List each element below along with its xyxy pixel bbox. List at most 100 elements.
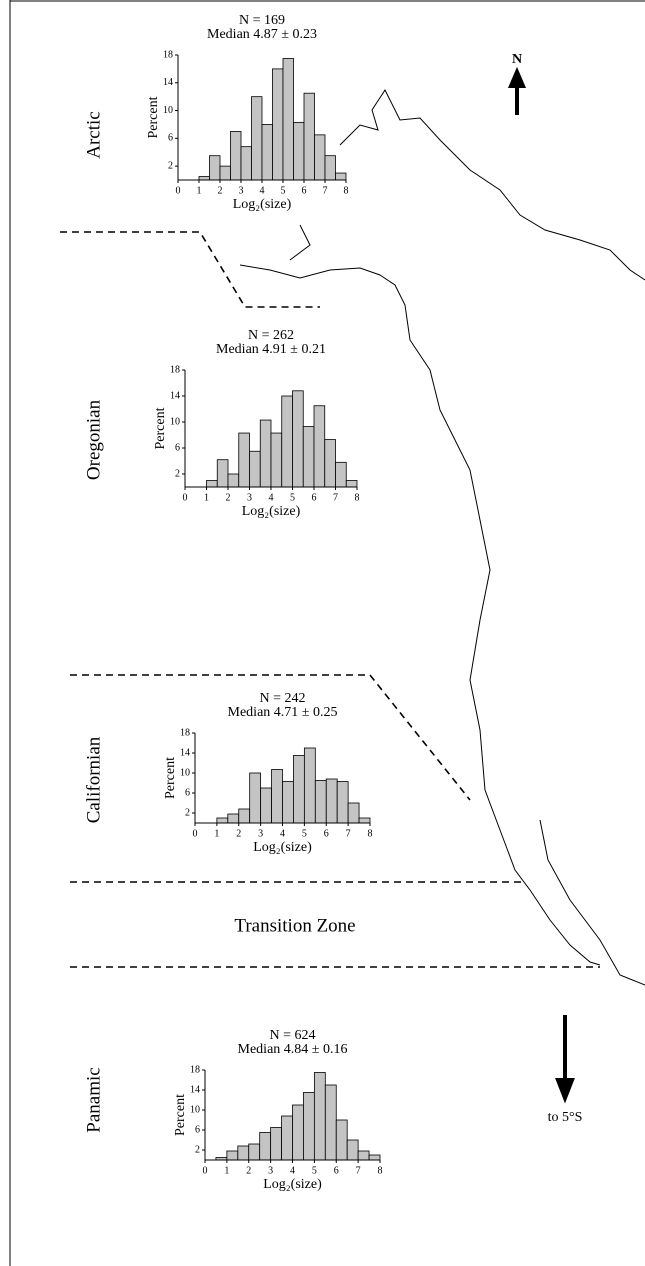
bar: [358, 817, 371, 824]
bar: [238, 808, 251, 824]
x-tick-label: 4: [280, 828, 285, 839]
south-note: to 5°S: [548, 1110, 583, 1125]
bar: [313, 1072, 326, 1161]
bar: [238, 432, 250, 488]
bar: [249, 772, 262, 824]
x-tick-label: 8: [344, 185, 349, 196]
y-tick-label: 18: [163, 49, 173, 60]
y-tick-label: 2: [168, 160, 173, 171]
y-tick-label: 10: [170, 416, 180, 427]
bar: [281, 1115, 293, 1161]
bar: [230, 130, 242, 181]
x-axis-label: Log₂(size): [233, 197, 292, 212]
bar: [314, 780, 327, 824]
x-axis-label: Log₂(size): [242, 504, 301, 519]
bar: [216, 817, 229, 824]
bar: [324, 439, 336, 488]
bar: [251, 96, 263, 181]
bar: [313, 405, 326, 488]
bar: [281, 395, 293, 488]
bar: [335, 1119, 348, 1161]
bar: [345, 480, 358, 488]
x-tick-label: 1: [224, 1165, 229, 1176]
bar: [240, 146, 252, 181]
bar: [303, 747, 316, 824]
x-tick-label: 3: [268, 1165, 273, 1176]
bar: [293, 755, 305, 824]
bar: [335, 461, 347, 488]
y-tick-label: 14: [163, 77, 173, 88]
x-tick-label: 7: [323, 185, 328, 196]
bar: [368, 1154, 381, 1161]
y-axis-label: Percent: [146, 96, 161, 138]
x-tick-label: 0: [176, 185, 181, 196]
zone-boundary: [60, 231, 320, 308]
bar: [336, 781, 349, 824]
y-tick-label: 14: [170, 390, 180, 401]
x-tick-label: 6: [312, 492, 317, 503]
x-tick-label: 7: [346, 828, 351, 839]
y-tick-label: 14: [190, 1084, 200, 1095]
x-tick-label: 8: [355, 492, 360, 503]
y-tick-label: 6: [175, 442, 180, 453]
y-tick-label: 2: [175, 468, 180, 479]
x-axis-label: Log₂(size): [253, 840, 312, 855]
x-tick-label: 4: [260, 185, 265, 196]
chart-subtitle: Median 4.91 ± 0.21: [216, 342, 326, 357]
transition-label: Transition Zone: [234, 915, 355, 936]
bar: [302, 426, 315, 488]
region-label: Californian: [83, 736, 104, 823]
bar: [259, 1132, 272, 1161]
x-tick-label: 1: [204, 492, 209, 503]
x-tick-label: 3: [239, 185, 244, 196]
x-tick-label: 6: [334, 1165, 339, 1176]
bar: [303, 1092, 315, 1161]
chart-subtitle: Median 4.84 ± 0.16: [238, 1042, 348, 1057]
x-tick-label: 4: [269, 492, 274, 503]
x-tick-label: 2: [218, 185, 223, 196]
y-tick-label: 2: [195, 1144, 200, 1155]
bar: [272, 68, 284, 181]
bar: [216, 459, 229, 488]
bar: [325, 778, 338, 824]
chart-title: N = 169: [239, 13, 285, 28]
chart-title: N = 242: [259, 691, 305, 706]
bar: [324, 1084, 337, 1161]
y-tick-label: 10: [180, 767, 190, 778]
bar: [261, 124, 273, 181]
bar: [335, 172, 347, 181]
x-tick-label: 5: [312, 1165, 317, 1176]
x-tick-label: 8: [378, 1165, 383, 1176]
bar: [271, 769, 283, 824]
y-tick-label: 10: [190, 1104, 200, 1115]
bar: [198, 176, 210, 181]
bar: [292, 1104, 304, 1161]
chart-subtitle: Median 4.71 ± 0.25: [228, 705, 338, 720]
x-tick-label: 2: [246, 1165, 251, 1176]
bar: [357, 1150, 370, 1161]
x-tick-label: 0: [193, 828, 198, 839]
y-tick-label: 10: [163, 105, 173, 116]
x-tick-label: 7: [333, 492, 338, 503]
bar: [227, 473, 240, 488]
bar: [282, 58, 294, 181]
x-tick-label: 6: [324, 828, 329, 839]
bar: [303, 92, 315, 181]
y-tick-label: 14: [180, 747, 190, 758]
y-tick-label: 18: [190, 1064, 200, 1075]
bar: [314, 134, 326, 181]
y-tick-label: 18: [170, 364, 180, 375]
x-tick-label: 1: [197, 185, 202, 196]
x-tick-label: 0: [183, 492, 188, 503]
y-tick-label: 6: [168, 133, 173, 144]
bar: [270, 432, 283, 488]
chart-subtitle: Median 4.87 ± 0.23: [207, 27, 317, 42]
chart-title: N = 624: [269, 1028, 315, 1043]
region-label: Panamic: [83, 1067, 104, 1132]
x-tick-label: 2: [226, 492, 231, 503]
coastline: [239, 88, 645, 986]
y-tick-label: 6: [185, 787, 190, 798]
bar: [237, 1145, 250, 1161]
x-tick-label: 1: [214, 828, 219, 839]
bar: [292, 390, 304, 488]
